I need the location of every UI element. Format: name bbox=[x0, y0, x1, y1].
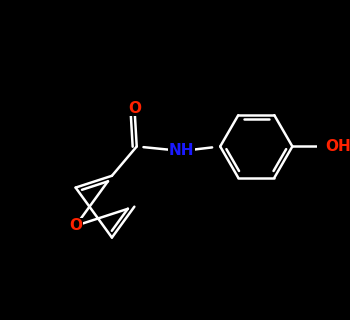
Text: NH: NH bbox=[169, 143, 195, 158]
Text: O: O bbox=[128, 100, 141, 116]
Text: OH: OH bbox=[325, 139, 350, 154]
Text: O: O bbox=[69, 218, 82, 233]
